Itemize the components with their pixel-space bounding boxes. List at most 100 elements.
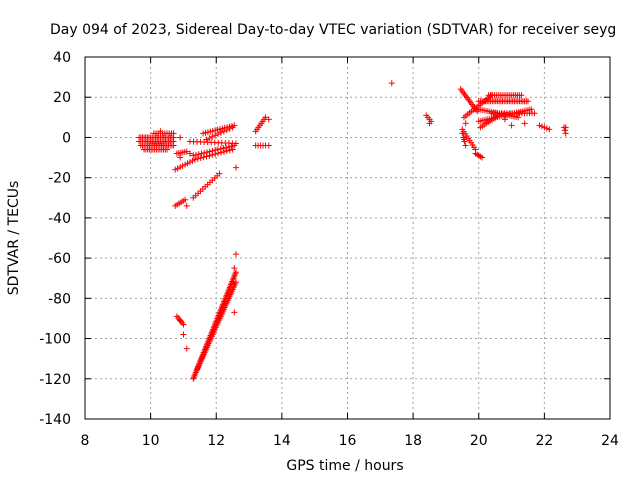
data-point <box>195 151 202 158</box>
data-point <box>212 132 219 139</box>
data-point <box>220 145 227 152</box>
x-tick-label: 10 <box>142 433 160 449</box>
data-point <box>180 321 187 328</box>
data-point <box>528 106 535 113</box>
x-tick-label: 24 <box>601 433 619 449</box>
data-point <box>157 128 164 135</box>
data-point <box>232 269 239 276</box>
data-point <box>191 156 198 163</box>
data-point <box>203 153 210 160</box>
y-axis-label: SDTVAR / TECUs <box>6 181 22 296</box>
tick-labels: 8 10 12 14 16 18 20 22 24 -140 -120 -100 -80 -60 -40 -2… <box>39 50 619 449</box>
data-point <box>198 150 205 157</box>
data-point <box>524 98 531 105</box>
data-point <box>232 164 239 171</box>
data-point <box>460 136 467 143</box>
data-point <box>201 149 208 156</box>
data-point <box>515 114 522 121</box>
data-point <box>177 134 184 141</box>
data-point <box>562 124 569 131</box>
data-point <box>180 331 187 338</box>
data-point <box>228 143 235 150</box>
x-tick-label: 14 <box>273 433 291 449</box>
data-point <box>218 149 225 156</box>
chart-title: Day 094 of 2023, Sidereal Day-to-day VTE… <box>50 22 616 38</box>
data-point <box>197 155 204 162</box>
data-point <box>232 279 239 286</box>
data-point <box>217 129 224 136</box>
data-point <box>479 154 486 161</box>
data-point <box>388 80 395 87</box>
y-tick-label: -40 <box>48 211 71 227</box>
data-point <box>231 142 238 149</box>
data-point <box>546 126 553 133</box>
data-point <box>164 146 171 153</box>
x-tick-label: 20 <box>470 433 488 449</box>
x-tick-label: 16 <box>339 433 357 449</box>
y-tick-label: -20 <box>48 171 71 187</box>
axis-ticks <box>84 56 611 420</box>
data-point <box>502 116 508 123</box>
data-point <box>223 127 230 134</box>
data-point <box>265 116 272 123</box>
data-point <box>200 154 207 161</box>
x-tick-label: 8 <box>81 433 90 449</box>
data-point <box>518 92 525 99</box>
data-point <box>231 265 238 272</box>
data-point <box>183 345 190 352</box>
data-point <box>194 155 201 162</box>
data-point <box>183 202 190 209</box>
y-tick-label: -120 <box>39 372 71 388</box>
data-point <box>462 142 469 149</box>
data-point <box>508 122 515 129</box>
y-tick-label: 40 <box>53 50 71 66</box>
data-point <box>203 136 210 143</box>
data-point <box>215 150 222 157</box>
y-tick-label: 20 <box>53 90 71 106</box>
data-point <box>220 128 227 135</box>
y-tick-label: -60 <box>48 251 71 267</box>
data-point <box>216 170 223 177</box>
y-tick-label: -80 <box>48 291 71 307</box>
x-axis-label: GPS time / hours <box>286 458 403 474</box>
data-point <box>229 124 236 131</box>
grid <box>85 57 610 419</box>
data-point <box>177 317 184 324</box>
data-point <box>265 142 272 149</box>
data-point <box>187 150 193 157</box>
x-tick-label: 12 <box>207 433 225 449</box>
data-point <box>170 130 177 137</box>
data-point <box>226 147 233 154</box>
data-point <box>209 151 216 158</box>
data-point <box>561 127 568 134</box>
data-point <box>206 135 213 142</box>
data-point <box>215 131 222 138</box>
data-point <box>231 309 238 316</box>
data-point <box>225 143 232 150</box>
data-point <box>223 144 230 151</box>
data-point <box>177 154 184 161</box>
data-point <box>459 130 466 137</box>
data-point <box>426 120 433 127</box>
data-point <box>531 110 538 117</box>
data-point <box>193 151 200 158</box>
y-tick-label: -140 <box>39 412 71 428</box>
data-point <box>183 148 190 155</box>
data-point <box>223 148 230 155</box>
data-point <box>232 251 239 258</box>
data-points <box>136 80 569 382</box>
data-point <box>170 142 177 149</box>
data-point <box>562 130 569 137</box>
y-tick-label: 0 <box>62 130 71 146</box>
data-point <box>209 133 216 140</box>
data-point <box>229 146 236 153</box>
data-point <box>521 120 528 127</box>
data-point <box>462 120 469 127</box>
data-point <box>206 152 213 159</box>
data-point <box>212 151 219 158</box>
y-tick-label: -100 <box>39 332 71 348</box>
x-tick-label: 22 <box>535 433 553 449</box>
x-tick-label: 18 <box>404 433 422 449</box>
